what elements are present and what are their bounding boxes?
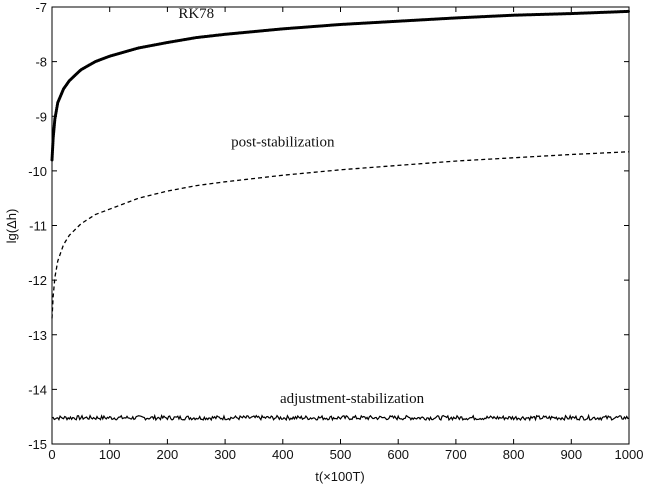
y-axis-label: lg(Δh) [4, 209, 19, 244]
plot-frame [51, 6, 630, 445]
x-tick-label: 0 [48, 447, 55, 462]
y-tick-label: -12 [28, 273, 47, 288]
x-tick-label: 400 [272, 447, 294, 462]
series-line-rk78 [50, 9, 630, 162]
y-tick-label: -15 [28, 437, 47, 452]
x-tick-label: 500 [330, 447, 352, 462]
y-tick-label: -14 [28, 382, 47, 397]
annotation-label: post-stabilization [231, 134, 335, 150]
x-tick-label: 300 [214, 447, 236, 462]
x-tick-label: 100 [99, 447, 121, 462]
series-line-post-stabilization [51, 151, 629, 319]
annotation-label: adjustment-stabilization [280, 391, 425, 407]
x-tick-label: 900 [560, 447, 582, 462]
series-line-adjustment-stabilization [51, 413, 630, 422]
series-layer [50, 9, 630, 422]
annotation-layer: RK78 post-stabilization adjustment-stabili… [178, 6, 424, 407]
y-tick-label: -9 [35, 109, 47, 124]
x-tick-label: 600 [387, 447, 409, 462]
x-tick-label: 800 [503, 447, 525, 462]
x-tick-label: 1000 [615, 447, 644, 462]
axis-ticks: 0 100 200 300 400 500 600 700 800 900 1000 -15 -14 -1… [28, 0, 643, 462]
x-axis-label: t(×100T) [315, 469, 365, 484]
y-tick-label: -10 [28, 164, 47, 179]
y-tick-label: -7 [35, 0, 47, 15]
y-tick-label: -13 [28, 328, 47, 343]
y-tick-label: -8 [35, 55, 47, 70]
annotation-label: RK78 [178, 6, 214, 22]
x-tick-label: 700 [445, 447, 467, 462]
y-tick-label: -11 [29, 219, 47, 234]
x-tick-label: 200 [157, 447, 179, 462]
